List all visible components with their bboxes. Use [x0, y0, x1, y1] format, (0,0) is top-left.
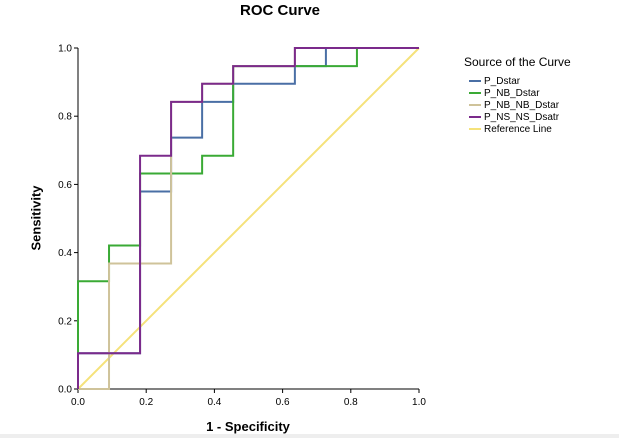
legend: Source of the Curve P_Dstar P_NB_Dstar P_N… — [464, 55, 614, 135]
legend-label: P_NB_Dstar — [484, 87, 540, 99]
legend-swatch — [469, 116, 481, 118]
plot-area: 0.0 0.0 0.2 0.2 0.4 0.4 0.6 0.6 0.8 0.8 1.0 1.0 — [58, 44, 426, 409]
legend-swatch — [469, 92, 481, 94]
x-tick-label: 0.4 — [207, 397, 221, 408]
legend-item-p-ns-ns-dsatr: P_NS_NS_Dsatr — [469, 111, 614, 123]
legend-items: P_Dstar P_NB_Dstar P_NB_NB_Dstar P_NS_NS_Ds… — [464, 75, 614, 135]
chart-title: ROC Curve — [239, 2, 321, 19]
legend-swatch — [469, 128, 481, 130]
x-tick-label: 0.0 — [71, 397, 85, 408]
y-tick-label: 0.6 — [58, 180, 72, 191]
legend-swatch — [469, 80, 481, 82]
series-line-p-ns-ns-dsatr — [77, 47, 419, 389]
legend-label: P_Dstar — [484, 75, 521, 87]
y-tick-label: 1.0 — [58, 44, 72, 55]
legend-label: Reference Line — [484, 123, 552, 135]
x-tick-label: 0.6 — [276, 397, 290, 408]
x-tick-label: 0.2 — [139, 397, 153, 408]
y-axis-label: Sensitivity — [28, 185, 44, 251]
roc-plot: 0.00.0 0.2 0.2 0.4 0.4 0.6 0.6 0.8 0.8 1.0 1.0 — [58, 44, 426, 409]
x-tick-label: 1.0 — [412, 397, 426, 408]
legend-label: P_NB_NB_Dstar — [484, 99, 560, 111]
legend-item-reference-line: Reference Line — [469, 123, 614, 135]
y-tick-label: 0.4 — [58, 248, 72, 259]
legend-item-p-nb-dstar: P_NB_Dstar — [469, 87, 614, 99]
x-axis-label: 1 - Specificity — [206, 419, 290, 434]
legend-title: Source of the Curve — [464, 55, 571, 69]
legend-item-p-nb-nb-dstar: P_NB_NB_Dstar — [469, 99, 614, 111]
legend-label: P_NS_NS_Dsatr — [484, 111, 560, 123]
legend-item-p-dstar: P_Dstar — [469, 75, 614, 87]
y-tick-label: 0.0 — [58, 385, 72, 396]
series-line-reference-line — [77, 47, 420, 390]
x-tick-label: 0.8 — [344, 397, 358, 408]
y-tick-label: 0.8 — [58, 112, 72, 123]
y-tick-label: 0.2 — [58, 316, 72, 327]
legend-swatch — [469, 104, 481, 106]
bottom-band — [0, 434, 619, 438]
